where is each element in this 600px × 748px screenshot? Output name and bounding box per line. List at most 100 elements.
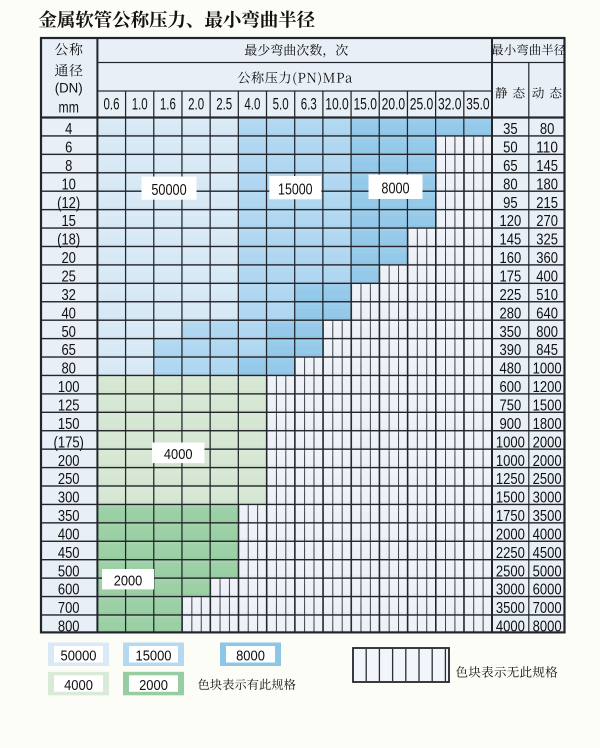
svg-text:(DN): (DN) bbox=[55, 80, 83, 96]
svg-text:145: 145 bbox=[500, 232, 522, 249]
svg-text:50000: 50000 bbox=[61, 648, 97, 665]
svg-text:390: 390 bbox=[500, 342, 522, 359]
svg-text:300: 300 bbox=[58, 490, 80, 507]
svg-text:15000: 15000 bbox=[136, 648, 172, 665]
svg-text:120: 120 bbox=[500, 213, 522, 230]
svg-text:900: 900 bbox=[500, 416, 522, 433]
svg-text:1800: 1800 bbox=[533, 416, 562, 433]
svg-text:215: 215 bbox=[536, 195, 558, 212]
svg-text:32: 32 bbox=[61, 287, 76, 304]
svg-text:20: 20 bbox=[61, 250, 76, 267]
svg-text:360: 360 bbox=[536, 250, 558, 267]
svg-text:15: 15 bbox=[61, 213, 76, 230]
svg-text:500: 500 bbox=[58, 563, 80, 580]
svg-text:600: 600 bbox=[500, 379, 522, 396]
svg-text:175: 175 bbox=[500, 269, 522, 286]
svg-text:35: 35 bbox=[503, 121, 518, 138]
svg-text:20.0: 20.0 bbox=[382, 96, 406, 114]
svg-text:1000: 1000 bbox=[496, 453, 525, 470]
svg-text:5000: 5000 bbox=[533, 563, 562, 580]
svg-text:6000: 6000 bbox=[533, 582, 562, 599]
svg-text:25.0: 25.0 bbox=[410, 96, 434, 114]
svg-text:845: 845 bbox=[536, 342, 558, 359]
svg-text:125: 125 bbox=[58, 398, 80, 415]
svg-text:145: 145 bbox=[536, 158, 558, 175]
svg-text:0.6: 0.6 bbox=[104, 96, 120, 114]
svg-text:7000: 7000 bbox=[533, 600, 562, 617]
svg-text:2250: 2250 bbox=[496, 545, 525, 562]
svg-text:180: 180 bbox=[536, 176, 558, 193]
svg-text:15.0: 15.0 bbox=[353, 96, 377, 114]
svg-text:280: 280 bbox=[500, 305, 522, 322]
svg-text:2000: 2000 bbox=[533, 434, 562, 451]
svg-text:4000: 4000 bbox=[496, 619, 525, 636]
svg-text:(18): (18) bbox=[57, 232, 80, 249]
svg-text:6: 6 bbox=[65, 140, 72, 157]
svg-text:35.0: 35.0 bbox=[466, 96, 490, 114]
svg-text:4500: 4500 bbox=[533, 545, 562, 562]
svg-text:8000: 8000 bbox=[381, 181, 409, 198]
svg-text:600: 600 bbox=[58, 582, 80, 599]
svg-text:6.3: 6.3 bbox=[301, 96, 317, 114]
svg-text:4000: 4000 bbox=[164, 447, 193, 463]
svg-text:450: 450 bbox=[58, 545, 80, 562]
svg-text:65: 65 bbox=[61, 342, 76, 359]
svg-text:400: 400 bbox=[58, 527, 80, 544]
svg-text:150: 150 bbox=[58, 416, 80, 433]
svg-text:80: 80 bbox=[540, 121, 555, 138]
svg-text:800: 800 bbox=[58, 619, 80, 636]
svg-text:510: 510 bbox=[536, 287, 558, 304]
svg-text:100: 100 bbox=[58, 379, 80, 396]
svg-text:50: 50 bbox=[61, 324, 76, 341]
svg-text:15000: 15000 bbox=[278, 181, 313, 198]
svg-text:700: 700 bbox=[58, 600, 80, 617]
svg-text:110: 110 bbox=[536, 140, 558, 157]
svg-text:250: 250 bbox=[58, 471, 80, 488]
svg-text:2000: 2000 bbox=[139, 677, 168, 694]
svg-text:4000: 4000 bbox=[533, 527, 562, 544]
svg-text:95: 95 bbox=[503, 195, 518, 212]
svg-text:400: 400 bbox=[536, 269, 558, 286]
svg-text:200: 200 bbox=[58, 453, 80, 470]
svg-text:40: 40 bbox=[61, 305, 76, 322]
svg-text:mm: mm bbox=[59, 100, 79, 117]
svg-text:3000: 3000 bbox=[496, 582, 525, 599]
svg-text:800: 800 bbox=[536, 324, 558, 341]
svg-text:1200: 1200 bbox=[533, 379, 562, 396]
svg-text:160: 160 bbox=[500, 250, 522, 267]
svg-text:1500: 1500 bbox=[496, 490, 525, 507]
svg-text:2000: 2000 bbox=[114, 574, 143, 590]
svg-text:1500: 1500 bbox=[533, 398, 562, 415]
svg-text:1000: 1000 bbox=[533, 361, 562, 378]
svg-text:4000: 4000 bbox=[64, 677, 93, 694]
svg-text:10: 10 bbox=[61, 176, 76, 193]
svg-text:2500: 2500 bbox=[496, 563, 525, 580]
svg-text:80: 80 bbox=[61, 361, 76, 378]
svg-text:3500: 3500 bbox=[533, 508, 562, 525]
svg-text:32.0: 32.0 bbox=[438, 96, 462, 114]
svg-text:3000: 3000 bbox=[533, 490, 562, 507]
svg-text:2500: 2500 bbox=[533, 471, 562, 488]
svg-text:1.0: 1.0 bbox=[132, 96, 148, 114]
svg-text:640: 640 bbox=[536, 305, 558, 322]
svg-text:4: 4 bbox=[65, 121, 73, 138]
svg-text:2.0: 2.0 bbox=[188, 96, 204, 114]
svg-text:2000: 2000 bbox=[496, 527, 525, 544]
svg-text:5.0: 5.0 bbox=[273, 96, 289, 114]
svg-text:270: 270 bbox=[536, 213, 558, 230]
svg-text:480: 480 bbox=[500, 361, 522, 378]
svg-text:10.0: 10.0 bbox=[325, 96, 349, 114]
svg-text:(12): (12) bbox=[57, 195, 80, 212]
svg-text:2.5: 2.5 bbox=[216, 96, 232, 114]
svg-text:2000: 2000 bbox=[533, 453, 562, 470]
svg-text:65: 65 bbox=[503, 158, 518, 175]
svg-text:225: 225 bbox=[500, 287, 522, 304]
svg-text:50: 50 bbox=[503, 140, 518, 157]
svg-text:8: 8 bbox=[65, 158, 72, 175]
svg-text:3500: 3500 bbox=[496, 600, 525, 617]
svg-text:8000: 8000 bbox=[236, 648, 265, 665]
svg-text:25: 25 bbox=[61, 269, 76, 286]
svg-text:8000: 8000 bbox=[533, 619, 562, 636]
svg-text:350: 350 bbox=[500, 324, 522, 341]
svg-text:(175): (175) bbox=[54, 434, 84, 451]
